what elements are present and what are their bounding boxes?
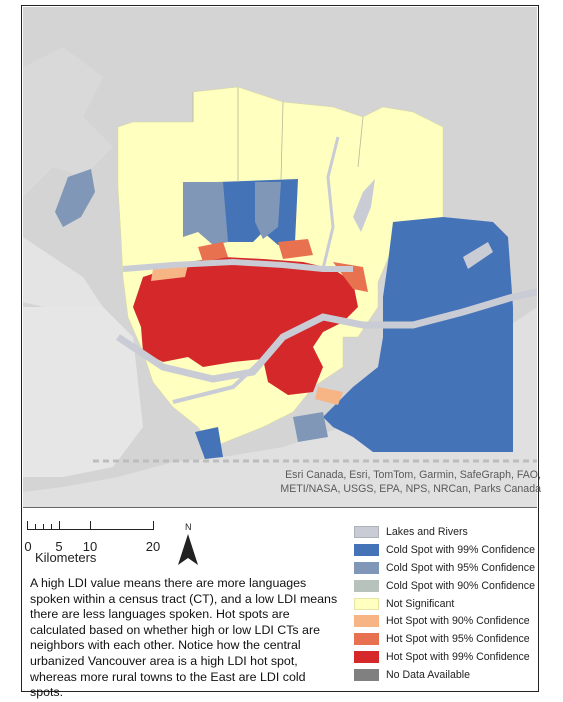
legend-label: Not Significant bbox=[386, 597, 455, 610]
hot-spot-95-north-fringe-2 bbox=[278, 239, 313, 259]
lake-north bbox=[353, 179, 375, 232]
legend-label: Hot Spot with 95% Confidence bbox=[386, 633, 530, 646]
legend-label: Hot Spot with 90% Confidence bbox=[386, 615, 530, 628]
cold-spot-95-island bbox=[55, 169, 95, 227]
scale-unit-label: Kilometers bbox=[35, 550, 97, 565]
attribution-line-2: METI/NASA, USGS, EPA, NPS, NRCan, Parks … bbox=[280, 483, 541, 495]
legend-item: Cold Spot with 90% Confidence bbox=[354, 578, 539, 596]
legend-label: Hot Spot with 99% Confidence bbox=[386, 651, 530, 664]
scale-tick bbox=[59, 521, 60, 530]
lake-east bbox=[463, 242, 493, 269]
map-legend: Lakes and Rivers Cold Spot with 99% Conf… bbox=[354, 524, 539, 685]
north-arrow: N bbox=[174, 522, 204, 566]
map-layout-frame bbox=[21, 5, 539, 692]
legend-swatch bbox=[354, 633, 379, 646]
legend-item: Not Significant bbox=[354, 596, 539, 614]
hot-spot-95-north-fringe bbox=[198, 242, 228, 262]
island-land bbox=[23, 47, 113, 197]
scale-tick bbox=[51, 524, 52, 530]
legend-item: Hot Spot with 95% Confidence bbox=[354, 631, 539, 649]
scale-tick bbox=[43, 524, 44, 530]
hot-spot-map[interactable] bbox=[23, 7, 537, 508]
region-boundaries bbox=[192, 87, 364, 182]
legend-item: Cold Spot with 99% Confidence bbox=[354, 542, 539, 560]
legend-label: No Data Available bbox=[386, 669, 471, 682]
indian-arm bbox=[321, 136, 340, 270]
fraser-river bbox=[116, 288, 537, 383]
burrard-inlet bbox=[122, 258, 353, 272]
legend-item: Cold Spot with 95% Confidence bbox=[354, 560, 539, 578]
north-label: N bbox=[185, 522, 192, 532]
legend-swatch bbox=[354, 561, 379, 574]
cold-spot-95-south bbox=[293, 412, 328, 442]
scale-label-0: 0 bbox=[24, 539, 32, 554]
map-description: A high LDI value means there are more la… bbox=[30, 576, 338, 700]
legend-label: Cold Spot with 95% Confidence bbox=[386, 561, 535, 574]
legend-swatch bbox=[354, 597, 379, 610]
scale-label-20: 20 bbox=[145, 539, 161, 554]
scale-tick bbox=[27, 521, 28, 530]
legend-item: Lakes and Rivers bbox=[354, 524, 539, 542]
map-canvas bbox=[23, 7, 537, 507]
legend-swatch bbox=[354, 615, 379, 628]
cold-spot-95-north-mid bbox=[255, 182, 281, 239]
legend-label: Cold Spot with 90% Confidence bbox=[386, 579, 535, 592]
hot-spot-99-central bbox=[133, 257, 358, 395]
legend-swatch bbox=[354, 579, 379, 592]
scale-tick bbox=[90, 521, 91, 530]
scale-label-10: 10 bbox=[82, 539, 98, 554]
hot-spot-90-south-fringe bbox=[315, 387, 343, 405]
cold-spot-95-north-west bbox=[183, 182, 228, 245]
strait-of-georgia bbox=[23, 307, 143, 477]
legend-swatch bbox=[354, 526, 379, 538]
legend-swatch bbox=[354, 651, 379, 664]
legend-item: Hot Spot with 99% Confidence bbox=[354, 649, 539, 667]
legend-label: Lakes and Rivers bbox=[386, 526, 468, 538]
legend-item: Hot Spot with 90% Confidence bbox=[354, 613, 539, 631]
cold-spot-99-south bbox=[195, 427, 223, 459]
scale-label-5: 5 bbox=[55, 539, 63, 554]
scale-bar: 0 5 10 20 Kilometers bbox=[24, 521, 167, 565]
cold-spot-99-east bbox=[323, 217, 513, 452]
fraser-south-arm bbox=[172, 357, 265, 404]
legend-item: No Data Available bbox=[354, 667, 539, 685]
attribution-line-1: Esri Canada, Esri, TomTom, Garmin, SafeG… bbox=[285, 469, 541, 481]
scale-tick bbox=[35, 524, 36, 530]
map-attribution: Esri Canada, Esri, TomTom, Garmin, SafeG… bbox=[280, 468, 541, 496]
legend-swatch bbox=[354, 669, 379, 682]
legend-swatch bbox=[354, 543, 379, 556]
north-arrow-icon bbox=[178, 534, 198, 565]
scale-tick bbox=[153, 521, 154, 530]
legend-label: Cold Spot with 99% Confidence bbox=[386, 543, 535, 556]
